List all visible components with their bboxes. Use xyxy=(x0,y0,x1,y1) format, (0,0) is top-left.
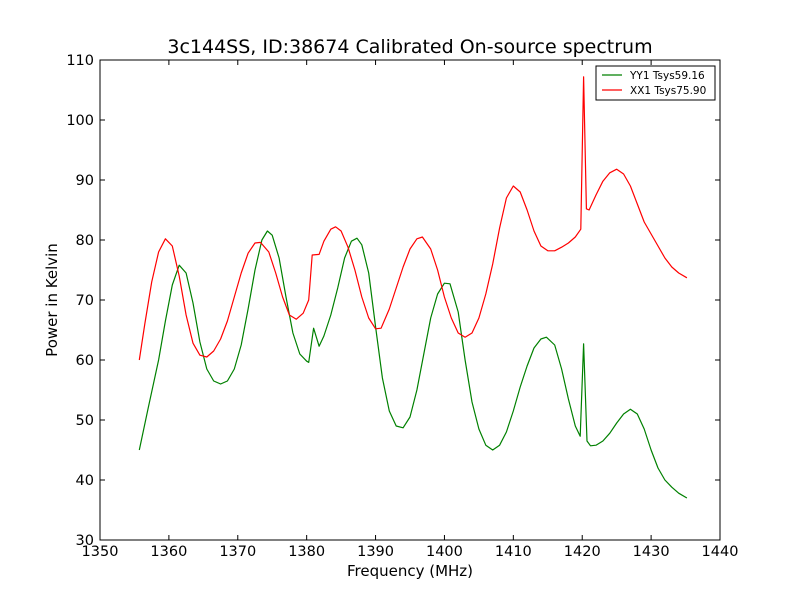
y-tick-label: 90 xyxy=(76,173,94,189)
x-tick-label: 1360 xyxy=(150,544,187,560)
x-tick-label: 1410 xyxy=(495,544,532,560)
legend-label-xx1: XX1 Tsys75.90 xyxy=(630,85,706,97)
y-tick-label: 60 xyxy=(76,353,94,369)
series-line-xx1 xyxy=(138,76,688,361)
series-line-yy1 xyxy=(138,230,688,499)
plot-area xyxy=(138,76,688,499)
x-tick-label: 1420 xyxy=(564,544,601,560)
x-tick-label: 1400 xyxy=(426,544,463,560)
x-tick-label: 1430 xyxy=(633,544,670,560)
y-tick-label: 30 xyxy=(76,533,94,549)
y-tick-label: 50 xyxy=(76,413,94,429)
x-tick-label: 1380 xyxy=(288,544,325,560)
y-axis-label: Power in Kelvin xyxy=(43,243,61,357)
y-tick-label: 80 xyxy=(76,233,94,249)
legend-box xyxy=(595,65,716,101)
plot-frame xyxy=(99,59,721,541)
legend: YY1 Tsys59.16 XX1 Tsys75.90 xyxy=(595,65,716,101)
x-tick-label: 1370 xyxy=(219,544,256,560)
x-tick-label: 1440 xyxy=(702,544,739,560)
y-tick-label: 70 xyxy=(76,293,94,309)
x-tick-label: 1350 xyxy=(82,544,119,560)
chart-title: 3c144SS, ID:38674 Calibrated On-source s… xyxy=(167,36,652,58)
x-axis-label: Frequency (MHz) xyxy=(347,562,473,580)
y-tick-label: 100 xyxy=(66,113,94,129)
y-axis: 30 40 50 60 70 80 90 100 110 xyxy=(66,53,720,549)
legend-label-yy1: YY1 Tsys59.16 xyxy=(629,70,705,82)
x-tick-label: 1390 xyxy=(357,544,394,560)
y-tick-label: 40 xyxy=(76,473,94,489)
y-tick-label: 110 xyxy=(66,53,94,69)
x-axis: 1350 1360 1370 1380 1390 1400 1410 1420 1430 1440 xyxy=(82,60,739,560)
